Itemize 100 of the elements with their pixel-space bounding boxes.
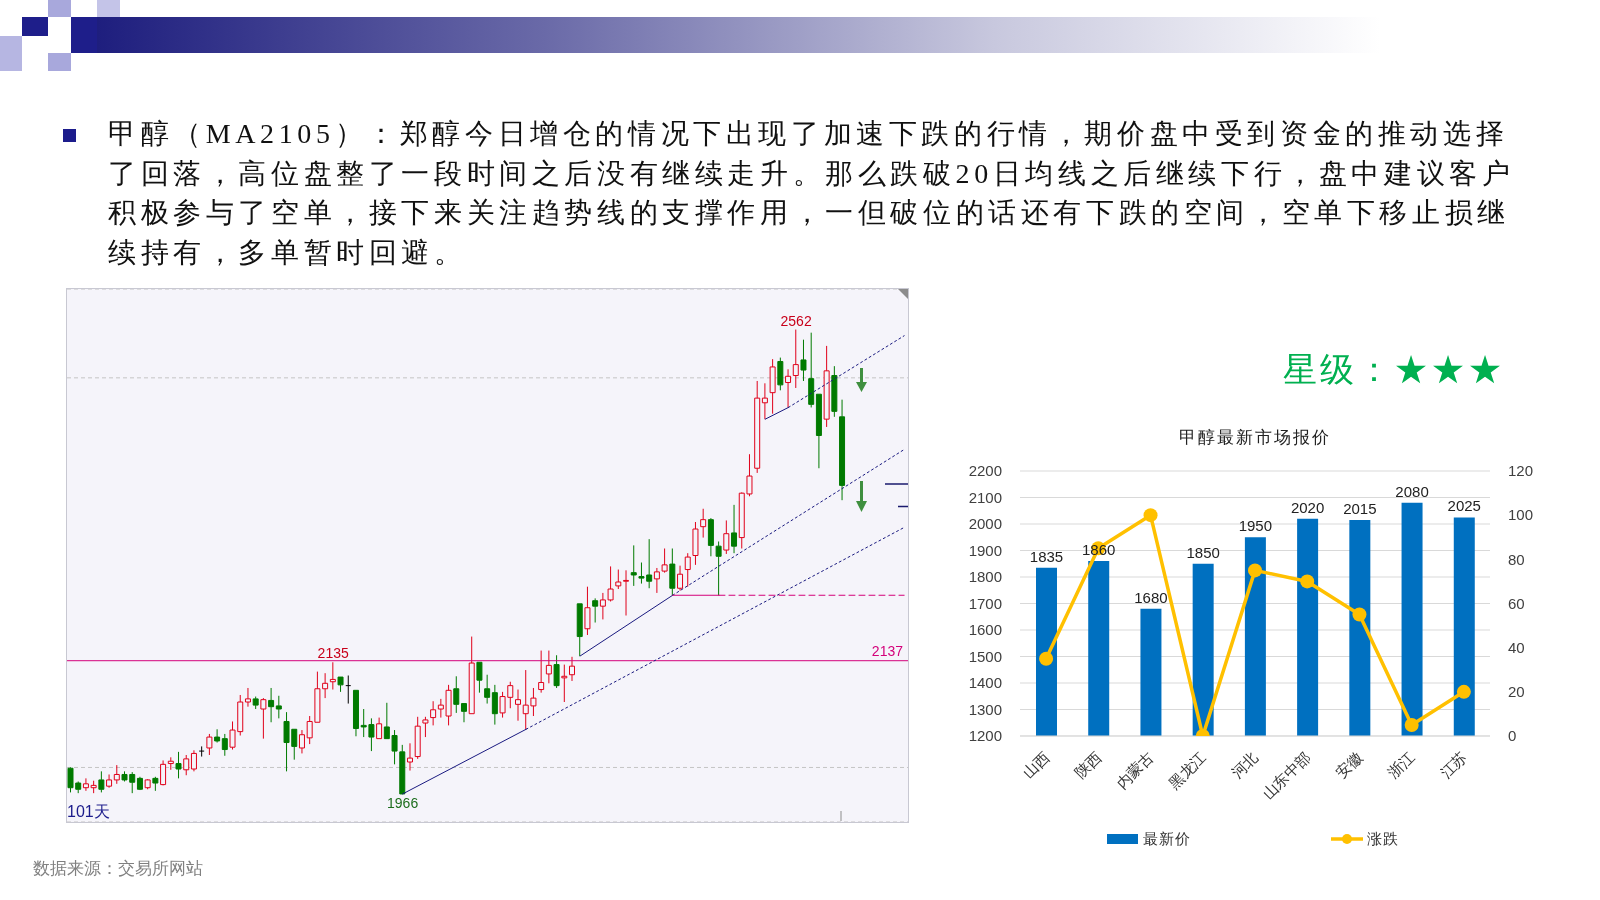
x-tick-label: 安徽: [1333, 748, 1366, 782]
candlestick: [183, 754, 190, 776]
candlestick: [298, 729, 305, 754]
x-tick-label: 山东中部: [1259, 748, 1314, 803]
candlestick: [769, 358, 776, 415]
candlestick: [414, 716, 421, 760]
y2-tick-label: 0: [1508, 727, 1517, 745]
candlestick: [175, 751, 182, 779]
data-label: 1850: [1186, 543, 1220, 561]
text: 甲醇（MA2105）：郑醇今日增仓的情况下出现了加速下跌的行情，期价盘中受到资金的推动选择了回落，高位盘整了一段时间之后没有继续走升。那么跌破20日均线之后继续下行，盘中建议客户积极参与了空单，接下来关注趋势线的支撑作用，一但破位的话还有下跌的空间，空单下移止损继续持有，多单暂时回避。: [108, 118, 1515, 268]
y-tick-label: 1400: [968, 674, 1002, 692]
legend-label: 最新价: [1142, 829, 1191, 849]
y-tick-label: 1700: [968, 594, 1002, 612]
y2-tick-label: 20: [1508, 683, 1525, 701]
candlestick: [545, 650, 552, 684]
candlestick: [376, 717, 383, 740]
candlestick: [345, 675, 352, 705]
candlestick: [337, 676, 344, 693]
candlestick: [823, 345, 830, 428]
candlestick: [731, 504, 738, 554]
candlestick: [113, 764, 120, 785]
y2-tick-label: 60: [1508, 594, 1525, 612]
annotation: 2135: [317, 645, 349, 662]
candlestick: [144, 778, 151, 790]
candlestick: [700, 508, 707, 539]
candlestick: [190, 749, 197, 772]
candlestick: [352, 689, 359, 737]
candlestick: [569, 656, 576, 682]
y-tick-label: 2100: [968, 488, 1002, 506]
candlestick: [684, 552, 691, 588]
point: [1352, 607, 1367, 622]
candlestick: [476, 661, 483, 694]
candlestick: [669, 548, 676, 596]
data-label: 1680: [1134, 588, 1168, 606]
candlestick: [839, 399, 846, 501]
candlestick: [761, 382, 768, 420]
candlestick: [777, 357, 784, 391]
candlestick: [623, 569, 630, 617]
source-note: 数据来源：交易所网站: [33, 859, 203, 878]
candlestick: [252, 696, 259, 710]
candlestick: [692, 521, 699, 566]
y2-tick-label: 120: [1508, 462, 1534, 480]
x-tick-label: 黑龙江: [1165, 748, 1209, 792]
candlestick: [106, 773, 113, 789]
candlestick: [538, 650, 545, 694]
candlestick: [792, 329, 799, 389]
candlestick: [553, 654, 560, 689]
x-tick-label: 陕西: [1071, 748, 1105, 782]
candlestick: [707, 517, 714, 557]
candlestick: [715, 540, 722, 596]
candlestick: [329, 661, 336, 691]
candlestick: [785, 368, 792, 408]
y-tick-label: 1600: [968, 621, 1002, 639]
candlestick: [815, 393, 822, 469]
data-label: 2025: [1447, 497, 1481, 515]
legend-label: 涨跌: [1366, 829, 1399, 849]
point: [1404, 717, 1419, 732]
candlestick: [453, 675, 460, 714]
x-tick-label: 内蒙古: [1113, 748, 1157, 792]
y-tick-label: 1300: [968, 700, 1002, 718]
candlestick: [221, 733, 228, 757]
candlestick: [198, 745, 205, 758]
y-tick-label: 1200: [968, 727, 1002, 745]
candlestick: [491, 684, 498, 726]
candlestick: [808, 332, 815, 408]
candlestick: [630, 544, 637, 587]
candlestick: [800, 339, 807, 382]
candlestick: [484, 674, 491, 705]
y2-tick-label: 40: [1508, 638, 1525, 656]
candlestick: [268, 687, 275, 723]
y2-tick-label: 80: [1508, 550, 1525, 568]
annotation: 2562: [780, 312, 812, 329]
candlestick: [561, 664, 568, 703]
candlestick: [152, 776, 159, 792]
candlestick: [754, 380, 761, 474]
candlestick: [677, 565, 684, 592]
y-tick-label: 1800: [968, 568, 1002, 586]
y-tick-label: 2200: [968, 462, 1002, 480]
chart-title: 甲醇最新市场报价: [1179, 428, 1331, 447]
point: [1039, 651, 1054, 666]
y-tick-label: 2000: [968, 515, 1002, 533]
candlestick: [244, 687, 251, 708]
candlestick: [275, 695, 282, 719]
data-label: 2020: [1290, 498, 1325, 516]
text: 星级：★★★: [1283, 351, 1505, 388]
candlestick: [136, 776, 143, 791]
candlestick: [160, 759, 167, 786]
y2-tick-label: 100: [1508, 506, 1534, 524]
point: [1248, 563, 1262, 578]
candlestick: [615, 569, 622, 590]
point: [1456, 684, 1471, 699]
candlestick: [576, 603, 583, 657]
y-tick-label: 1500: [968, 647, 1002, 665]
ref-line-label: 2137: [871, 642, 904, 659]
point: [1300, 574, 1315, 589]
text: 101天: [67, 803, 110, 820]
candlestick: [515, 689, 521, 722]
candlestick: [260, 697, 267, 740]
y-tick-label: 1900: [968, 541, 1002, 559]
candlestick: [167, 756, 174, 771]
